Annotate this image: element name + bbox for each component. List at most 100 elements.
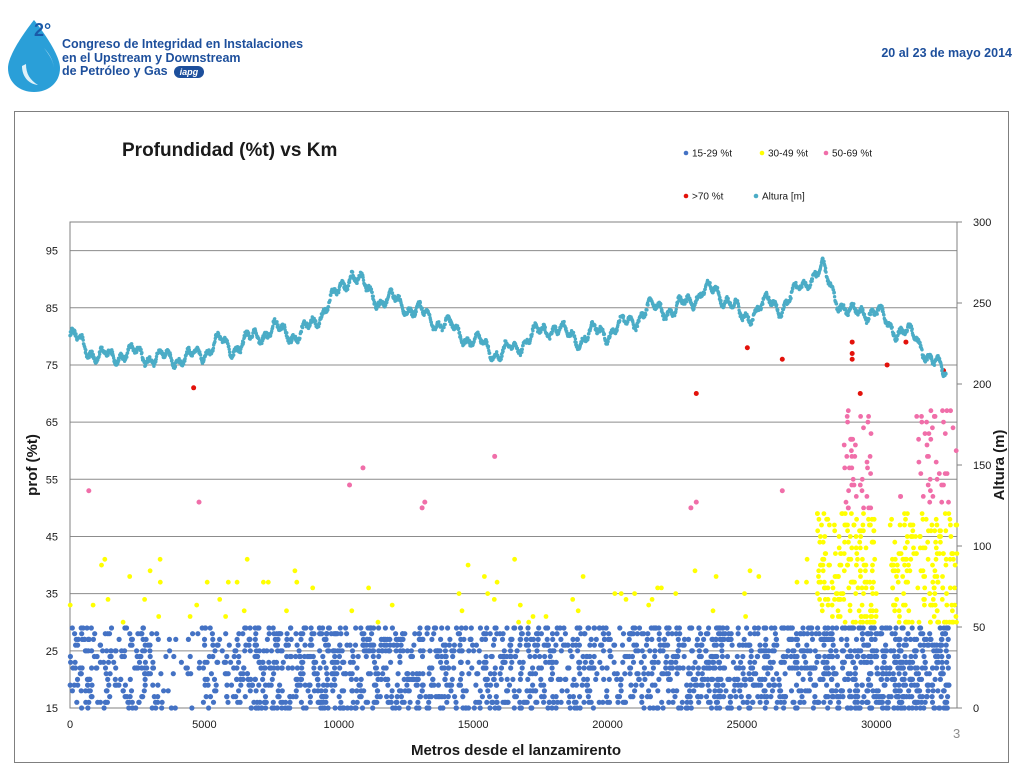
defect-point-30-49 — [943, 562, 949, 568]
defect-point-15-29 — [645, 671, 651, 677]
defect-point-15-29 — [416, 671, 423, 677]
defect-point-15-29 — [566, 699, 572, 705]
defect-point-30-49 — [910, 522, 916, 528]
defect-point-15-29 — [108, 648, 114, 654]
defect-point-15-29 — [674, 653, 681, 660]
defect-point-15-29 — [271, 671, 277, 677]
defect-point-15-29 — [922, 665, 928, 671]
defect-point-50-69 — [914, 414, 920, 419]
defect-point-15-29 — [628, 682, 634, 688]
defect-point-15-29 — [466, 671, 472, 677]
defect-point-50-69 — [849, 436, 855, 442]
defect-point-15-29 — [434, 653, 440, 660]
defect-point-15-29 — [150, 682, 156, 688]
defect-point-15-29 — [344, 631, 350, 637]
defect-point-15-29 — [382, 625, 388, 631]
altura-point — [260, 341, 264, 346]
defect-point-15-29 — [385, 636, 391, 643]
defect-point-30-49 — [913, 551, 919, 556]
defect-point-15-29 — [103, 688, 109, 694]
defect-point-30-49 — [825, 602, 831, 608]
defect-point-15-29 — [430, 676, 436, 683]
defect-point-15-29 — [845, 676, 851, 683]
defect-point-30-49 — [857, 539, 863, 545]
defect-point-15-29 — [275, 665, 281, 671]
defect-point-30-49 — [894, 574, 899, 579]
defect-point-15-29 — [231, 653, 237, 660]
defect-point-15-29 — [116, 682, 122, 688]
defect-point-15-29 — [190, 631, 196, 637]
defect-point-15-29 — [665, 671, 672, 677]
defect-point-15-29 — [426, 671, 432, 677]
legend-label: >70 %t — [692, 192, 724, 203]
defect-point-30-49 — [847, 608, 853, 614]
x-axis-ticks: 0 5000 10000 15000 20000 25000 30000 — [67, 719, 892, 731]
defect-point-30-49 — [860, 556, 865, 562]
defect-point-15-29 — [644, 636, 650, 643]
defect-point-15-29 — [544, 636, 550, 643]
defect-point-15-29 — [528, 705, 534, 711]
defect-point-30-49 — [459, 608, 465, 614]
defect-point-15-29 — [223, 631, 229, 637]
defect-point-15-29 — [809, 636, 816, 643]
defect-point-30-49 — [934, 608, 940, 614]
defect-point-30-49 — [841, 551, 847, 556]
defect-point-30-49 — [859, 614, 864, 619]
altura-point — [487, 351, 492, 355]
defect-point-15-29 — [692, 659, 698, 665]
defect-point-15-29 — [385, 682, 391, 688]
defect-point-15-29 — [222, 671, 228, 677]
defect-point-30-49 — [517, 602, 523, 608]
defect-point-15-29 — [108, 625, 115, 631]
altura-point — [794, 280, 798, 285]
defect-point-15-29 — [837, 694, 843, 700]
altura-point — [775, 303, 779, 307]
defect-point-15-29 — [224, 694, 230, 700]
defect-point-15-29 — [520, 659, 526, 665]
defect-point-15-29 — [834, 625, 840, 631]
defect-point-30-49 — [889, 516, 894, 522]
defect-point-15-29 — [639, 694, 645, 700]
defect-point-15-29 — [150, 665, 156, 671]
defect-point-30-49 — [857, 528, 862, 534]
defect-point-15-29 — [549, 705, 555, 711]
defect-point-15-29 — [355, 653, 361, 660]
defect-point-over-70 — [693, 391, 699, 397]
defect-point-30-49 — [862, 579, 868, 585]
altura-point — [337, 288, 341, 292]
defect-point-15-29 — [805, 625, 812, 631]
defect-point-15-29 — [504, 625, 510, 631]
defect-point-15-29 — [173, 636, 179, 643]
defect-point-50-69 — [849, 482, 855, 488]
defect-point-30-49 — [817, 539, 823, 545]
defect-point-30-49 — [932, 574, 938, 579]
defect-point-15-29 — [635, 671, 641, 677]
altura-point — [618, 319, 622, 323]
defect-point-15-29 — [262, 665, 268, 671]
defect-point-15-29 — [89, 694, 95, 700]
defect-point-15-29 — [778, 699, 784, 705]
defect-point-30-49 — [920, 516, 926, 522]
defect-point-15-29 — [236, 653, 242, 660]
defect-point-15-29 — [744, 699, 750, 705]
defect-point-15-29 — [803, 659, 809, 665]
defect-point-15-29 — [927, 636, 933, 643]
defect-point-15-29 — [800, 648, 806, 654]
defect-point-15-29 — [758, 682, 764, 688]
defect-point-15-29 — [341, 671, 347, 677]
defect-point-15-29 — [639, 682, 645, 688]
defect-point-15-29 — [277, 631, 283, 637]
defect-point-15-29 — [695, 665, 702, 671]
defect-point-15-29 — [326, 625, 332, 631]
defect-point-15-29 — [338, 699, 344, 705]
defect-point-15-29 — [246, 682, 252, 688]
defect-point-15-29 — [755, 694, 761, 700]
defect-point-15-29 — [398, 688, 404, 694]
altura-point — [247, 331, 251, 335]
defect-point-50-69 — [688, 505, 694, 511]
defect-point-15-29 — [487, 694, 493, 700]
defect-point-15-29 — [337, 642, 343, 648]
altura-point — [283, 325, 287, 329]
defect-point-15-29 — [275, 648, 281, 654]
y-tick-label: 45 — [46, 531, 58, 543]
